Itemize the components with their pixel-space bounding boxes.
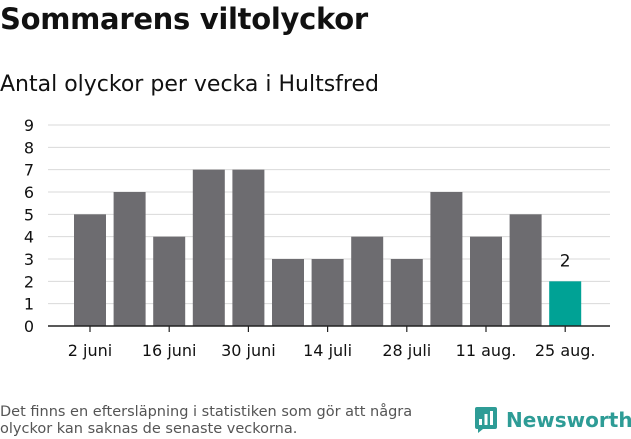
bar <box>509 214 542 326</box>
newsworthy-logo-icon <box>475 407 497 433</box>
y-tick-label: 0 <box>24 317 34 336</box>
bar <box>390 259 423 326</box>
y-tick-label: 7 <box>24 161 34 180</box>
x-tick-label: 14 juli <box>303 341 352 360</box>
x-tick-label: 30 juni <box>221 341 276 360</box>
x-tick-label: 25 aug. <box>535 341 596 360</box>
y-axis-ticks: 0 1 2 3 4 5 6 7 8 9 <box>24 116 34 336</box>
y-tick-label: 8 <box>24 138 34 157</box>
bar <box>232 169 265 326</box>
bar <box>272 259 304 326</box>
bars <box>74 169 582 326</box>
bar-chart: 0 1 2 3 4 5 6 7 8 9 2 juni 16 juni 30 juni 14 juli 28… <box>24 116 610 360</box>
brand: Newsworthy <box>474 406 631 434</box>
y-tick-label: 9 <box>24 116 34 135</box>
y-tick-label: 3 <box>24 250 34 269</box>
footnote: Det finns en eftersläpning i statistiken… <box>0 404 413 437</box>
bar <box>430 192 463 326</box>
bar <box>549 281 582 326</box>
bar <box>153 236 186 326</box>
data-labels: 2 <box>560 251 571 271</box>
brand-name: Newsworthy <box>506 408 631 432</box>
bar <box>311 259 344 326</box>
bar <box>351 236 384 326</box>
bar <box>74 214 106 326</box>
y-tick-label: 1 <box>24 295 34 314</box>
x-tick-label: 2 juni <box>68 341 112 360</box>
bar <box>470 236 502 326</box>
x-tick-label: 28 juli <box>382 341 431 360</box>
y-tick-label: 2 <box>24 272 34 291</box>
chart-subtitle: Antal olyckor per vecka i Hultsfred <box>0 72 379 97</box>
chart-title: Sommarens viltolyckor <box>0 2 368 36</box>
bar <box>192 169 225 326</box>
data-label: 2 <box>560 251 571 271</box>
x-tick-label: 16 juni <box>142 341 197 360</box>
bar <box>113 192 146 326</box>
x-tick-label: 11 aug. <box>456 341 517 360</box>
x-axis: 2 juni 16 juni 30 juni 14 juli 28 juli 11 aug… <box>48 325 610 360</box>
y-tick-label: 6 <box>24 183 34 202</box>
y-tick-label: 5 <box>24 205 34 224</box>
y-tick-label: 4 <box>24 228 34 247</box>
